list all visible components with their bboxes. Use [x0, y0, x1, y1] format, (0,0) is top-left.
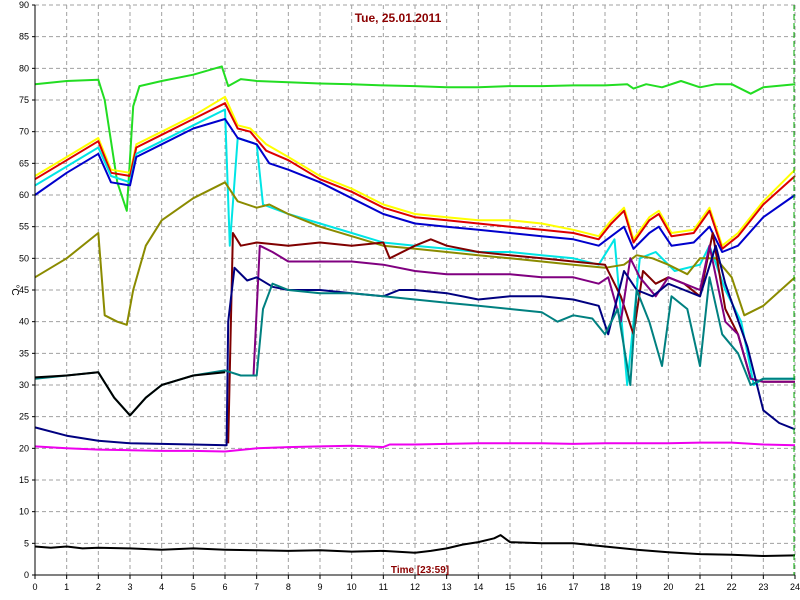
x-tick-label: 5	[191, 582, 196, 592]
grid	[34, 4, 796, 576]
series-line-5	[34, 118, 796, 253]
chart-title: Tue, 25.01.2011	[355, 11, 442, 25]
y-tick-label: 85	[19, 32, 29, 42]
x-tick-label: 10	[347, 582, 357, 592]
y-tick-label: 0	[24, 570, 29, 580]
x-tick-label: 22	[727, 582, 737, 592]
y-tick-label: 35	[19, 348, 29, 358]
x-tick-label: 3	[127, 582, 132, 592]
x-tick-label: 12	[410, 582, 420, 592]
y-tick-label: 30	[19, 380, 29, 390]
x-tick-label: 15	[505, 582, 515, 592]
x-tick-label: 11	[379, 582, 388, 592]
series-line-11	[34, 371, 226, 417]
series-line-6	[34, 181, 796, 326]
x-tick-label: 2	[96, 582, 101, 592]
series-group	[34, 65, 796, 557]
y-tick-label: 10	[19, 507, 29, 517]
y-tick-label: 40	[19, 317, 29, 327]
x-tick-label: 6	[222, 582, 227, 592]
y-tick-label: 5	[24, 538, 29, 548]
x-tick-label: 16	[537, 582, 547, 592]
y-tick-label: 55	[19, 222, 29, 232]
series-line-8	[252, 244, 795, 383]
y-tick-label: 20	[19, 443, 29, 453]
series-line-1	[34, 65, 796, 212]
x-tick-label: 7	[254, 582, 259, 592]
y-tick-label: 70	[19, 127, 29, 137]
x-tick-label: 8	[286, 582, 291, 592]
x-tick-label: 23	[758, 582, 768, 592]
x-tick-label: 1	[64, 582, 69, 592]
y-tick-label: 60	[19, 190, 29, 200]
series-line-12	[34, 441, 796, 453]
series-line-3	[34, 102, 796, 250]
y-tick-label: 65	[19, 158, 29, 168]
y-tick-label: 50	[19, 253, 29, 263]
x-tick-label: 21	[695, 582, 705, 592]
x-tick-label: 20	[663, 582, 673, 592]
x-tick-label: 19	[632, 582, 642, 592]
x-tick-label: 13	[442, 582, 452, 592]
x-tick-label: 4	[159, 582, 164, 592]
y-tick-label: 90	[19, 0, 29, 10]
y-tick-label: 15	[19, 475, 29, 485]
x-tick-labels: 0 1 2 3 4 5 6 7 8 9 10 11 12 13 14 15 16 17 18 19 20 21 22 23 24	[32, 582, 800, 592]
y-tick-labels: 0 5 10 15 20 25 30 35 40 45 50 55 60 65 70 75 80 85 90	[19, 0, 29, 580]
x-tick-label: 17	[568, 582, 578, 592]
series-line-9	[34, 244, 796, 447]
y-tick-label: 25	[19, 412, 29, 422]
x-tick-label: 0	[32, 582, 37, 592]
series-line-13	[34, 534, 796, 557]
axes	[32, 4, 796, 579]
x-tick-label: 18	[600, 582, 610, 592]
x-tick-label: 24	[790, 582, 800, 592]
series-line-2	[34, 95, 796, 247]
series-line-4	[34, 108, 795, 386]
y-tick-label: 45	[19, 285, 29, 295]
y-tick-label: 80	[19, 63, 29, 73]
x-tick-label: 9	[317, 582, 322, 592]
y-tick-label: 75	[19, 95, 29, 105]
y-axis-label: °C	[9, 284, 20, 295]
x-tick-label: 14	[473, 582, 483, 592]
x-axis-label: Time [23:59]	[391, 565, 449, 576]
